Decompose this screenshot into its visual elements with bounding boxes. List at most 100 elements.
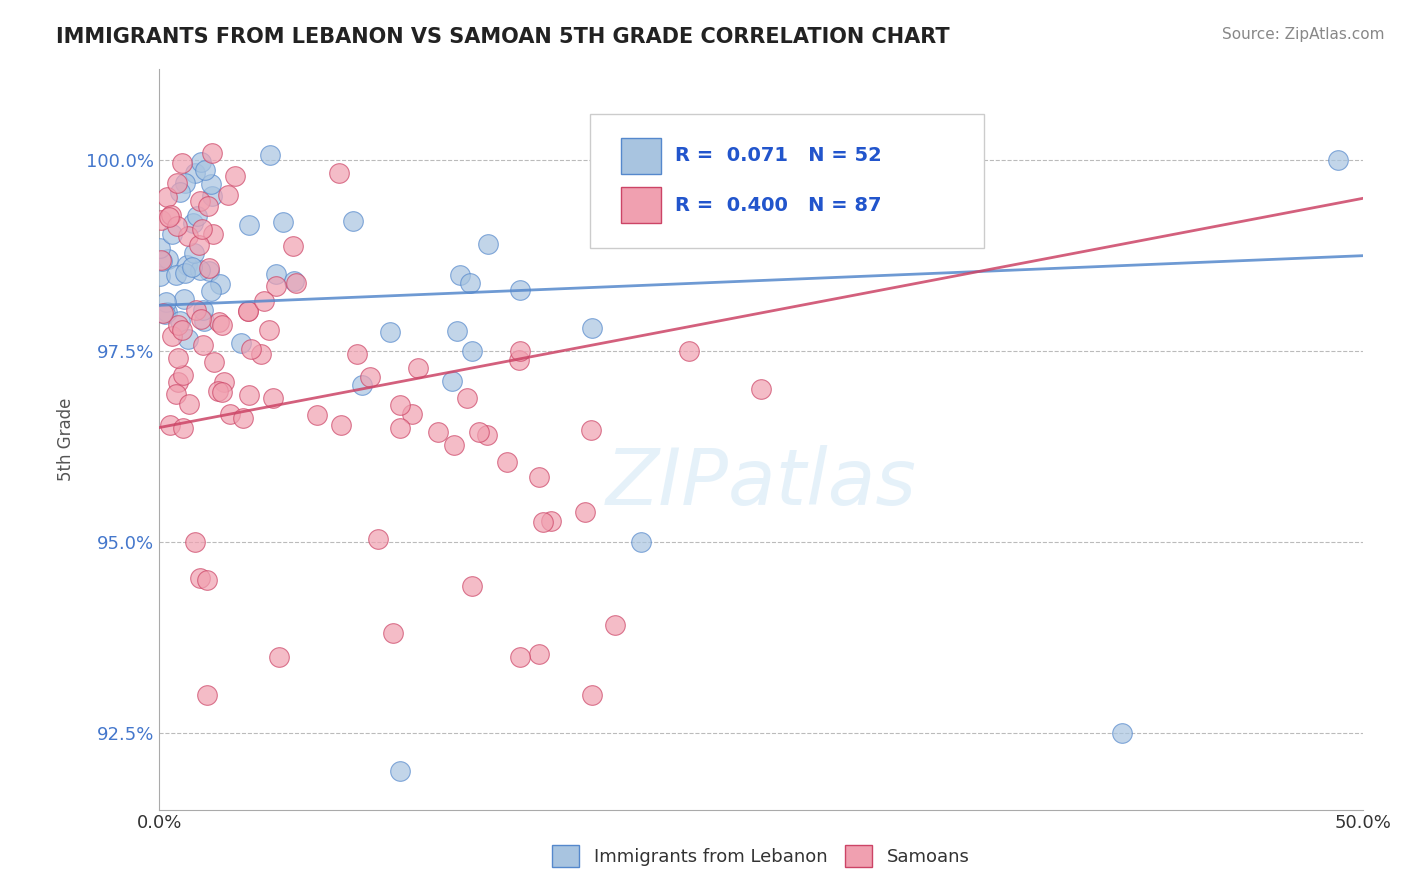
Point xyxy=(283,274,305,288)
Point xyxy=(388,420,411,434)
Point xyxy=(184,535,207,549)
Point xyxy=(461,344,484,359)
Legend: Immigrants from Lebanon, Samoans: Immigrants from Lebanon, Samoans xyxy=(546,838,977,875)
Text: ZIPatlas: ZIPatlas xyxy=(606,445,917,522)
Point xyxy=(172,323,194,337)
Point xyxy=(149,269,172,284)
Point xyxy=(208,315,231,329)
Point xyxy=(181,260,204,275)
Point xyxy=(224,169,246,183)
Point xyxy=(236,303,259,318)
Point xyxy=(152,253,174,268)
Point xyxy=(194,162,217,177)
Point xyxy=(190,312,212,326)
Point xyxy=(149,241,172,255)
Point xyxy=(240,343,263,357)
Point xyxy=(202,355,225,369)
Point xyxy=(172,420,194,434)
Point xyxy=(150,212,173,227)
Point xyxy=(165,387,187,401)
Point xyxy=(156,190,179,204)
Point xyxy=(191,302,214,317)
Point xyxy=(186,210,208,224)
Point xyxy=(1111,726,1133,740)
Point xyxy=(352,377,374,392)
Point xyxy=(382,626,405,640)
Point xyxy=(509,283,531,297)
Point xyxy=(159,417,181,432)
Point xyxy=(232,410,254,425)
Text: IMMIGRANTS FROM LEBANON VS SAMOAN 5TH GRADE CORRELATION CHART: IMMIGRANTS FROM LEBANON VS SAMOAN 5TH GR… xyxy=(56,27,950,46)
Point xyxy=(328,166,350,180)
Point xyxy=(388,398,411,412)
Point xyxy=(540,514,562,528)
Point xyxy=(238,388,260,402)
Point xyxy=(176,332,198,346)
Point xyxy=(155,294,177,309)
Point xyxy=(200,177,222,191)
Point xyxy=(195,574,218,588)
Point xyxy=(446,325,468,339)
Point xyxy=(170,156,193,170)
Point xyxy=(259,147,281,161)
Point xyxy=(605,617,627,632)
Point xyxy=(468,425,491,440)
Point xyxy=(169,186,191,200)
Text: Source: ZipAtlas.com: Source: ZipAtlas.com xyxy=(1222,27,1385,42)
Point xyxy=(156,305,179,319)
Point xyxy=(150,253,173,268)
Point xyxy=(401,407,423,421)
Point xyxy=(378,325,401,339)
Text: R =  0.071   N = 52: R = 0.071 N = 52 xyxy=(675,146,882,166)
Point xyxy=(266,279,288,293)
Point xyxy=(160,208,183,222)
Point xyxy=(184,166,207,180)
Point xyxy=(509,649,531,664)
Point xyxy=(236,304,259,318)
Point xyxy=(305,408,328,422)
Point xyxy=(195,688,218,702)
Point xyxy=(201,146,224,161)
Point xyxy=(443,438,465,452)
Point xyxy=(177,229,200,244)
Point xyxy=(183,245,205,260)
Point xyxy=(253,293,276,308)
Point xyxy=(183,216,205,230)
Point xyxy=(197,199,219,213)
Point xyxy=(176,259,198,273)
Point xyxy=(167,318,190,333)
Point xyxy=(157,210,180,224)
Point xyxy=(217,188,239,202)
Point xyxy=(157,252,180,267)
Point xyxy=(581,321,603,335)
Point xyxy=(179,397,201,411)
Point xyxy=(166,219,188,234)
Point xyxy=(211,384,233,399)
Point xyxy=(174,176,197,190)
Point xyxy=(187,238,209,252)
Point xyxy=(329,417,352,432)
Point xyxy=(264,267,287,281)
Point xyxy=(269,649,291,664)
Point xyxy=(188,194,211,208)
Point xyxy=(200,285,222,299)
Point xyxy=(191,222,214,236)
Point xyxy=(152,306,174,320)
Point xyxy=(173,292,195,306)
Point xyxy=(461,579,484,593)
Point xyxy=(166,176,188,190)
Point xyxy=(257,323,280,337)
Point xyxy=(191,338,214,352)
Point xyxy=(229,336,252,351)
Point xyxy=(496,455,519,469)
Point xyxy=(346,347,368,361)
Point xyxy=(153,307,176,321)
Point xyxy=(508,352,530,367)
Point xyxy=(201,227,224,242)
Point xyxy=(509,344,531,359)
Point xyxy=(579,423,602,437)
Point xyxy=(449,268,471,283)
Point xyxy=(201,188,224,202)
Point xyxy=(197,260,219,275)
Point xyxy=(1327,153,1350,168)
